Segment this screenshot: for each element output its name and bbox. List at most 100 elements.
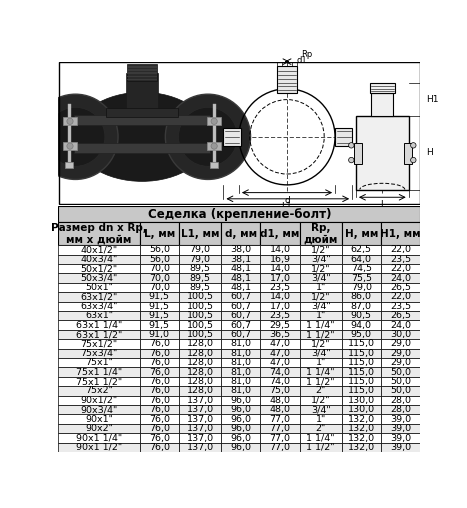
Text: 128,0: 128,0 [186, 377, 213, 386]
Text: 115,0: 115,0 [348, 349, 375, 358]
Text: 39,0: 39,0 [390, 443, 411, 452]
Bar [58, 311, 140, 321]
Text: 56,0: 56,0 [149, 245, 170, 255]
Bar [140, 367, 179, 377]
Bar [221, 348, 260, 358]
Bar [179, 255, 221, 264]
Text: 75х2": 75х2" [85, 387, 113, 395]
Bar [179, 273, 221, 283]
Bar [260, 330, 300, 339]
Bar [370, 83, 395, 92]
Bar [207, 117, 221, 125]
Text: H1, мм: H1, мм [380, 229, 421, 239]
Bar [221, 377, 260, 386]
Bar [300, 396, 342, 405]
Bar [140, 283, 179, 292]
Bar [381, 223, 420, 245]
Text: 90х1 1/2": 90х1 1/2" [76, 443, 122, 452]
Bar [221, 302, 260, 311]
Bar [65, 162, 73, 168]
Text: 40х3/4": 40х3/4" [80, 255, 118, 264]
Text: 1 1/2": 1 1/2" [306, 443, 335, 452]
Circle shape [348, 143, 354, 148]
Text: 60,7: 60,7 [230, 321, 251, 330]
Text: 1": 1" [316, 415, 326, 424]
Text: 76,0: 76,0 [149, 368, 170, 376]
Text: 76,0: 76,0 [149, 339, 170, 348]
Bar [342, 283, 381, 292]
Text: 39,0: 39,0 [390, 424, 411, 433]
Bar [381, 433, 420, 442]
Text: 36,5: 36,5 [269, 330, 290, 339]
Text: 81,0: 81,0 [230, 339, 251, 348]
Ellipse shape [74, 92, 210, 181]
Bar [381, 283, 420, 292]
Text: 96,0: 96,0 [230, 396, 251, 405]
Text: 1 1/4": 1 1/4" [306, 368, 335, 376]
Text: 90х3/4": 90х3/4" [80, 405, 118, 415]
Text: 76,0: 76,0 [149, 349, 170, 358]
Text: 100,5: 100,5 [186, 311, 213, 320]
Text: 1 1/2": 1 1/2" [306, 330, 335, 339]
Bar [342, 442, 381, 452]
Bar [58, 292, 140, 302]
Bar [140, 386, 179, 396]
Text: 17,0: 17,0 [269, 302, 290, 311]
Text: 1/2": 1/2" [311, 245, 330, 255]
Bar [300, 405, 342, 415]
Text: 63х3/4": 63х3/4" [80, 302, 118, 311]
Bar [300, 339, 342, 348]
Bar [58, 339, 140, 348]
Bar [58, 415, 140, 424]
Text: 63х1 1/4": 63х1 1/4" [76, 321, 122, 330]
Text: 94,0: 94,0 [351, 321, 372, 330]
Bar [342, 377, 381, 386]
Text: 77,0: 77,0 [269, 424, 290, 433]
Bar [212, 104, 216, 163]
Text: 56,0: 56,0 [149, 255, 170, 264]
Text: d, мм: d, мм [225, 229, 257, 239]
Bar [260, 302, 300, 311]
Bar [221, 273, 260, 283]
Bar [300, 386, 342, 396]
Text: 100,5: 100,5 [186, 293, 213, 301]
Bar [342, 321, 381, 330]
Bar [300, 245, 342, 255]
Text: 132,0: 132,0 [348, 433, 375, 442]
Bar [179, 264, 221, 273]
Circle shape [348, 157, 354, 163]
Bar [260, 245, 300, 255]
Text: d1, мм: d1, мм [260, 229, 300, 239]
Bar [179, 348, 221, 358]
Text: 77,0: 77,0 [269, 433, 290, 442]
Bar [221, 433, 260, 442]
Text: 29,5: 29,5 [269, 321, 290, 330]
Bar [260, 348, 300, 358]
Bar [381, 311, 420, 321]
Text: 74,5: 74,5 [351, 264, 372, 273]
Text: 29,0: 29,0 [390, 339, 411, 348]
Text: 23,5: 23,5 [269, 311, 290, 320]
Bar [140, 302, 179, 311]
Text: 1/2": 1/2" [311, 396, 330, 405]
Text: 76,0: 76,0 [149, 415, 170, 424]
Text: 2": 2" [316, 387, 326, 395]
Text: 89,5: 89,5 [190, 264, 211, 273]
Text: 91,5: 91,5 [149, 321, 170, 330]
Bar [221, 405, 260, 415]
Text: H, мм: H, мм [345, 229, 378, 239]
Bar [342, 245, 381, 255]
Bar [140, 424, 179, 433]
Bar [381, 321, 420, 330]
Bar [260, 223, 300, 245]
Text: 3/4": 3/4" [311, 302, 331, 311]
Bar [179, 367, 221, 377]
Bar [381, 367, 420, 377]
Bar [58, 442, 140, 452]
Bar [260, 273, 300, 283]
Text: 30,0: 30,0 [390, 330, 411, 339]
Text: 74,0: 74,0 [269, 377, 290, 386]
Bar [140, 292, 179, 302]
Bar [260, 367, 300, 377]
Text: 63х1/2": 63х1/2" [80, 293, 118, 301]
